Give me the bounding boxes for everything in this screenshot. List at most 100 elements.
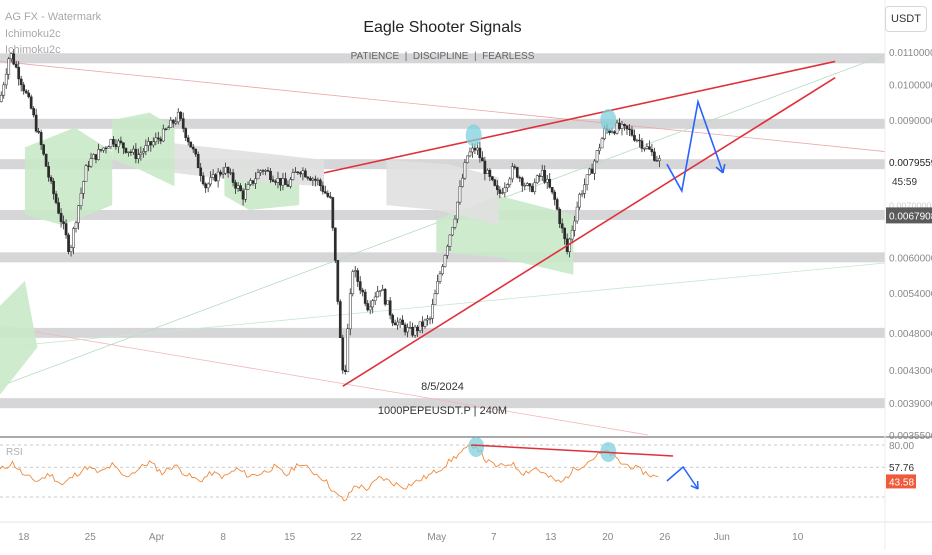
candle-body — [387, 301, 389, 305]
candle-body — [294, 172, 296, 173]
candle-body — [225, 167, 227, 173]
time-tick-label: 8 — [220, 532, 226, 543]
candle-body — [352, 272, 354, 294]
candle-body — [105, 148, 107, 149]
candle-body — [471, 148, 473, 152]
candle-body — [449, 235, 451, 246]
candle-body — [439, 274, 441, 282]
candle-body — [274, 181, 276, 182]
candle-body — [484, 161, 486, 174]
candle-body — [77, 206, 79, 223]
candle-body — [504, 188, 506, 193]
candle-body — [82, 181, 84, 193]
candle-body — [571, 230, 573, 239]
candle-body — [551, 187, 553, 192]
candle-body — [62, 222, 64, 224]
candle-body — [641, 141, 643, 149]
candle-body — [309, 178, 311, 180]
candle-body — [382, 289, 384, 290]
candle-body — [638, 140, 640, 141]
candle-body — [586, 175, 588, 185]
candle-body — [247, 184, 249, 189]
time-tick-label: Jun — [714, 532, 730, 543]
candle-body — [202, 176, 204, 184]
candle-body — [137, 155, 139, 159]
candle-body — [598, 148, 600, 151]
candle-body — [125, 148, 127, 152]
bar-countdown: 45:59 — [892, 177, 917, 188]
candle-body — [539, 176, 541, 177]
candle-body — [155, 138, 157, 142]
candle-body — [526, 184, 528, 186]
candle-body — [165, 129, 167, 130]
candle-body — [489, 170, 491, 176]
candle-body — [170, 120, 172, 127]
candle-body — [367, 303, 369, 309]
candle-body — [349, 294, 351, 329]
candle-body — [524, 185, 526, 186]
candle-body — [140, 153, 142, 155]
candle-body — [172, 120, 174, 123]
candle-body — [426, 319, 428, 320]
highlight-circle-0 — [466, 124, 482, 146]
price-axis: 0.01100000.01000000.00900000.00795590.00… — [885, 0, 932, 550]
time-tick-label: 15 — [284, 532, 296, 543]
candle-body — [579, 194, 581, 207]
candle-body — [601, 139, 603, 148]
candle-body — [618, 123, 620, 129]
candle-body — [87, 166, 89, 167]
time-tick-label: 20 — [602, 532, 614, 543]
candle-body — [549, 179, 551, 187]
candle-body — [653, 152, 655, 161]
candle-body — [421, 322, 423, 327]
candle-body — [35, 115, 37, 131]
candle-body — [180, 112, 182, 118]
candle-body — [97, 149, 99, 159]
candle-body — [494, 180, 496, 186]
time-tick-label: 18 — [18, 532, 30, 543]
candle-body — [339, 302, 341, 338]
date-label: 8/5/2024 — [0, 381, 885, 393]
symbol-label: 1000PEPEUSDT.P | 240M — [0, 405, 885, 417]
candle-body — [65, 224, 67, 235]
rsi-label: RSI — [6, 447, 23, 458]
candle-body — [127, 152, 129, 153]
candle-body — [476, 148, 478, 150]
rsi-panel — [0, 437, 932, 522]
candle-body — [514, 167, 516, 168]
candle-body — [327, 193, 329, 196]
time-tick-label: 7 — [491, 532, 497, 543]
candle-body — [431, 305, 433, 319]
candle-body — [102, 148, 104, 150]
marked-price-label: 0.0067908 — [889, 211, 932, 222]
currency-button[interactable]: USDT — [885, 6, 927, 32]
candle-body — [626, 126, 628, 129]
candle-body — [284, 179, 286, 185]
candle-body — [441, 267, 443, 274]
candle-body — [205, 184, 207, 188]
candle-body — [576, 207, 578, 221]
candle-body — [414, 327, 416, 335]
candle-body — [583, 185, 585, 194]
candle-body — [30, 97, 32, 109]
candle-body — [67, 235, 69, 252]
candle-body — [279, 178, 281, 185]
candle-body — [33, 108, 35, 115]
candle-body — [142, 151, 144, 153]
candle-body — [28, 93, 30, 97]
candle-body — [436, 281, 438, 293]
rsi-projection — [667, 467, 698, 489]
candle-body — [519, 177, 521, 178]
candle-body — [130, 152, 132, 153]
candle-body — [319, 180, 321, 186]
candle-body — [239, 186, 241, 191]
candle-body — [249, 181, 251, 185]
candle-body — [117, 141, 119, 147]
candle-body — [369, 307, 371, 310]
candle-body — [531, 186, 533, 191]
candle-body — [588, 169, 590, 175]
candle-body — [175, 122, 177, 123]
candle-body — [464, 163, 466, 179]
candle-body — [616, 123, 618, 133]
